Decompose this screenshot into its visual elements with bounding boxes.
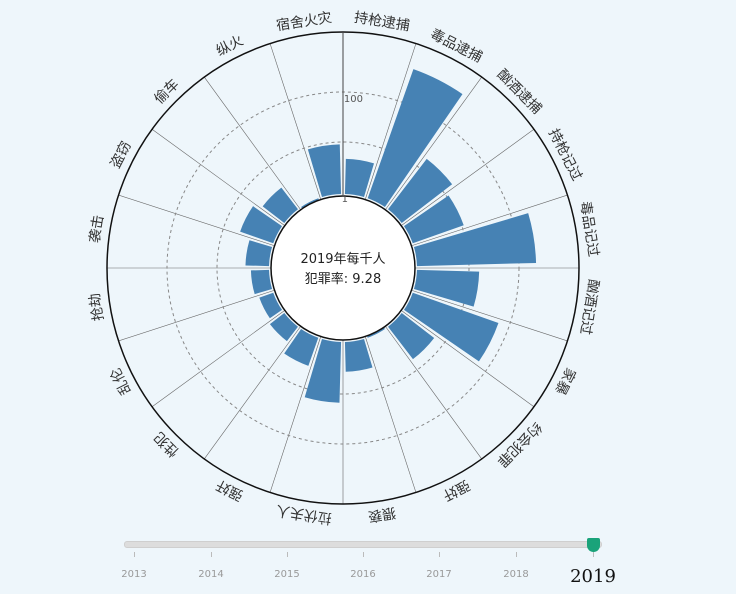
category-label-19: 宿舍火灾 [275, 9, 333, 35]
bar-15 [245, 240, 273, 267]
bar-12 [269, 313, 298, 342]
bar-11 [284, 328, 319, 366]
category-label-10: 拉伏夫人 [275, 502, 333, 527]
year-label-2016[interactable]: 2016 [350, 569, 376, 580]
bar-3 [403, 195, 464, 244]
category-label-0: 持枪逮捕 [353, 9, 411, 35]
inner-center-circle [270, 195, 416, 341]
category-spoke [401, 129, 535, 226]
category-spoke [411, 289, 568, 342]
center-rate: 犯罪率: 9.28 [305, 271, 381, 287]
year-tick [134, 552, 135, 557]
bar-16 [240, 206, 283, 244]
category-spoke [204, 76, 301, 210]
category-spoke [385, 326, 482, 460]
category-label-14: 抢劫 [86, 292, 107, 322]
category-spoke [151, 310, 285, 407]
category-spokes [107, 32, 579, 504]
bar-0 [344, 158, 374, 198]
year-label-2018[interactable]: 2018 [503, 569, 529, 580]
category-spoke [385, 76, 482, 210]
category-spoke [118, 194, 275, 247]
category-spoke [204, 326, 301, 460]
bar-4 [413, 213, 537, 267]
category-label-4: 毒品记过 [577, 200, 602, 258]
bar-19 [307, 144, 342, 198]
radial-tick-label-100: 100 [344, 94, 363, 105]
bar-13 [259, 292, 283, 319]
year-tick [363, 552, 364, 557]
year-label-2017[interactable]: 2017 [426, 569, 452, 580]
year-label-2015[interactable]: 2015 [274, 569, 300, 580]
category-label-5: 酗酒记过 [577, 278, 602, 336]
year-label-2019[interactable]: 2019 [570, 566, 616, 587]
bar-6 [403, 292, 499, 362]
radial-tick-label-1: 1 [342, 194, 348, 205]
bar-1 [367, 69, 463, 208]
category-spoke [269, 43, 322, 200]
polar-bar-chart: 1 100 2019年每千人 犯罪率: 9.28 持枪逮捕毒品逮捕酗酒逮捕持枪记… [86, 9, 602, 527]
grid-ring-mid [216, 141, 470, 395]
category-spoke [401, 310, 535, 407]
bar-17 [262, 187, 298, 223]
bar-9 [344, 338, 373, 372]
year-slider-handle[interactable] [587, 538, 600, 552]
category-spoke [364, 43, 417, 200]
category-label-15: 袭击 [87, 214, 107, 244]
year-tick [593, 552, 594, 557]
bar-2 [388, 158, 453, 223]
year-tick [211, 552, 212, 557]
year-tick [516, 552, 517, 557]
bar-5 [413, 269, 480, 307]
year-label-2013[interactable]: 2013 [121, 569, 147, 580]
center-title: 2019年每千人 [300, 251, 385, 267]
bar-10 [304, 338, 342, 403]
category-spoke [364, 336, 417, 493]
category-spoke [411, 194, 568, 247]
category-spoke [269, 336, 322, 493]
year-tick [439, 552, 440, 557]
category-spoke [118, 289, 275, 342]
bar-14 [250, 269, 273, 295]
year-label-2014[interactable]: 2014 [198, 569, 224, 580]
category-spoke [151, 129, 285, 226]
year-tick [287, 552, 288, 557]
category-label-9: 猥亵 [367, 504, 397, 525]
year-slider[interactable] [124, 538, 602, 552]
bar-7 [388, 313, 435, 360]
